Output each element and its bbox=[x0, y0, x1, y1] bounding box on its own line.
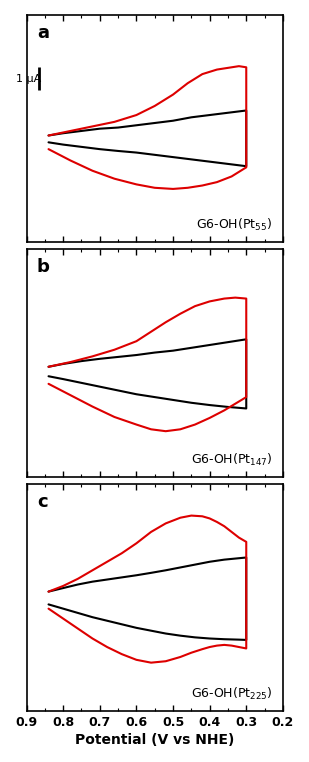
Text: 1 μA: 1 μA bbox=[16, 74, 41, 84]
X-axis label: Potential (V vs NHE): Potential (V vs NHE) bbox=[75, 733, 235, 747]
Text: G6-OH(Pt$_{147}$): G6-OH(Pt$_{147}$) bbox=[191, 451, 273, 468]
Text: G6-OH(Pt$_{55}$): G6-OH(Pt$_{55}$) bbox=[197, 217, 273, 233]
Text: a: a bbox=[37, 24, 49, 42]
Text: G6-OH(Pt$_{225}$): G6-OH(Pt$_{225}$) bbox=[191, 686, 273, 702]
Text: b: b bbox=[37, 258, 50, 277]
Text: c: c bbox=[37, 493, 48, 511]
